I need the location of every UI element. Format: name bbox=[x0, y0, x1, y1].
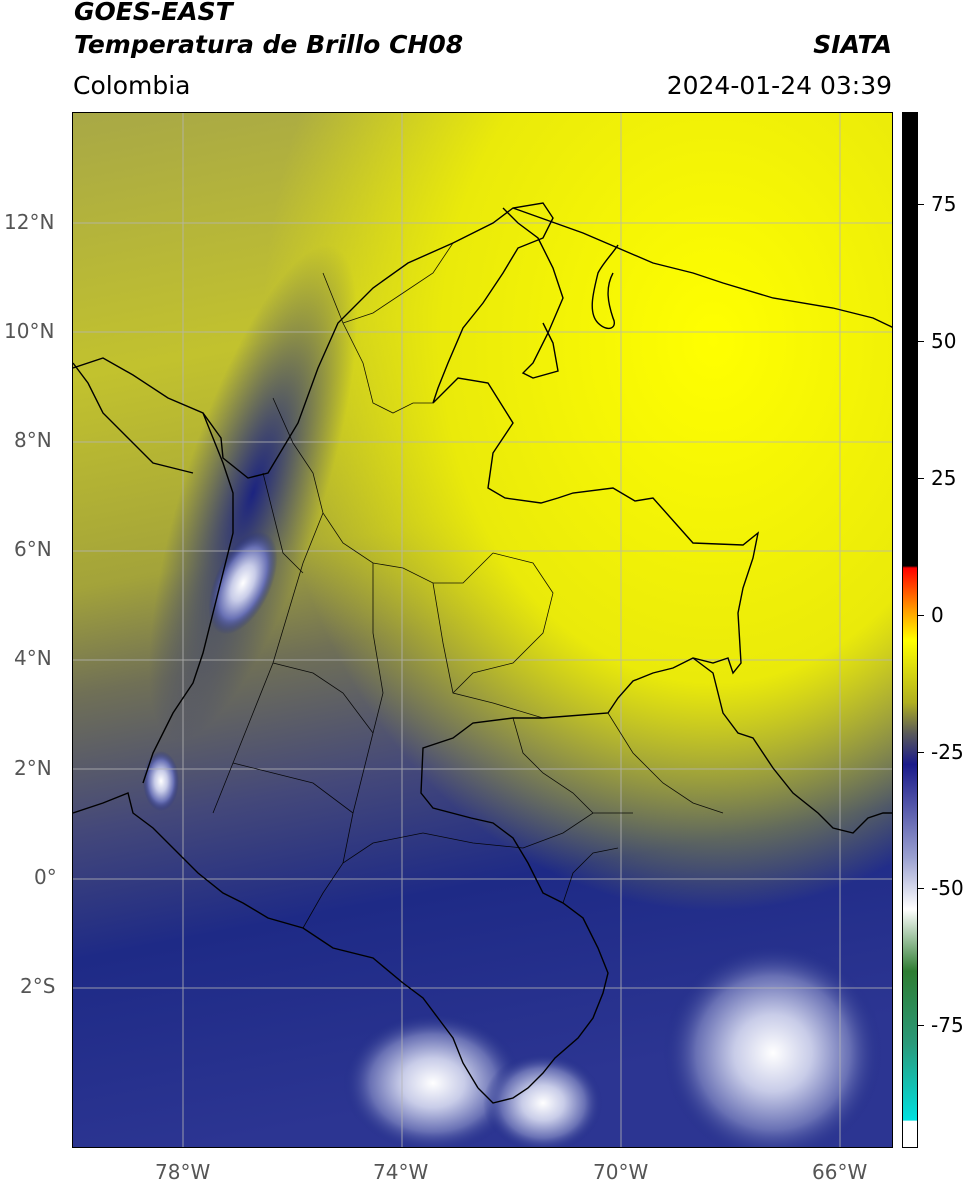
gridlines bbox=[73, 113, 892, 1147]
lon-tick: 74°W bbox=[373, 1160, 429, 1184]
convective-cell-1 bbox=[208, 531, 278, 635]
colorbar-label: 50 bbox=[931, 329, 957, 353]
lat-tick: 6°N bbox=[14, 537, 52, 561]
colorbar-tick bbox=[918, 478, 924, 479]
brand-label: SIATA bbox=[813, 30, 892, 59]
colorbar bbox=[902, 112, 918, 1148]
lat-tick: 2°N bbox=[14, 756, 52, 780]
department-borders bbox=[212, 242, 724, 929]
lat-tick: 4°N bbox=[14, 646, 52, 670]
lat-tick: 2°S bbox=[20, 974, 56, 998]
timestamp-label: 2024-01-24 03:39 bbox=[666, 71, 892, 100]
lon-tick: 70°W bbox=[593, 1160, 649, 1184]
convective-cell-5 bbox=[663, 943, 883, 1147]
colorbar-tick bbox=[918, 615, 924, 616]
region-label: Colombia bbox=[73, 71, 191, 100]
convective-cell-2 bbox=[143, 751, 179, 811]
colorbar-tick bbox=[918, 888, 924, 889]
convective-cell-3 bbox=[343, 1013, 523, 1147]
colorbar-label: 75 bbox=[931, 192, 957, 216]
convective-cell-4 bbox=[483, 1053, 603, 1147]
lat-tick: 0° bbox=[34, 865, 57, 889]
lat-tick: 10°N bbox=[4, 319, 55, 343]
title-satellite: GOES-EAST bbox=[74, 0, 233, 26]
colorbar-label: 0 bbox=[931, 603, 944, 627]
lat-tick: 12°N bbox=[4, 210, 55, 234]
title-product: Temperatura de Brillo CH08 bbox=[74, 30, 464, 59]
colorbar-label: -50 bbox=[931, 876, 964, 900]
satellite-map bbox=[72, 112, 893, 1148]
colorbar-label: -75 bbox=[931, 1013, 964, 1037]
colorbar-tick bbox=[918, 1025, 924, 1026]
lat-tick: 8°N bbox=[14, 428, 52, 452]
lon-tick: 66°W bbox=[812, 1160, 868, 1184]
lon-tick: 78°W bbox=[155, 1160, 211, 1184]
cold-band bbox=[148, 244, 358, 742]
colorbar-tick bbox=[918, 204, 924, 205]
country-borders bbox=[73, 202, 892, 1104]
colorbar-tick bbox=[918, 341, 924, 342]
colorbar-tick bbox=[918, 752, 924, 753]
colorbar-label: -25 bbox=[931, 740, 964, 764]
map-canvas bbox=[73, 113, 892, 1147]
colorbar-label: 25 bbox=[931, 466, 957, 490]
